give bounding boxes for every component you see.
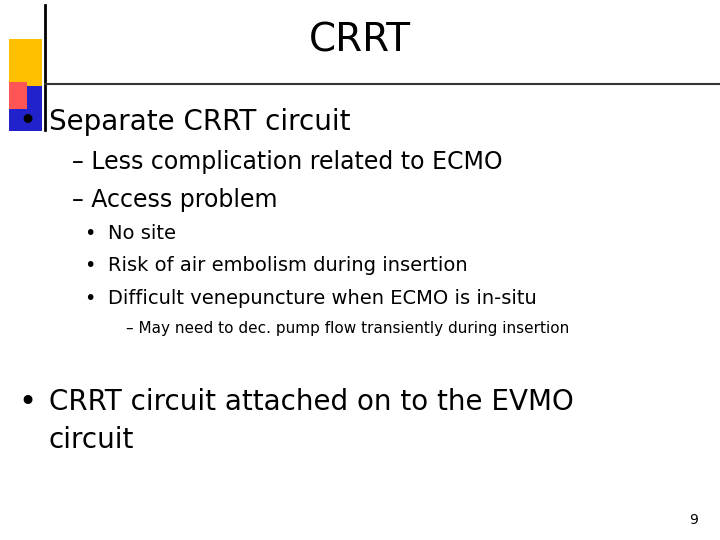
Bar [9,82,27,109]
Text: Separate CRRT circuit: Separate CRRT circuit [49,107,351,136]
Text: – May need to dec. pump flow transiently during insertion: – May need to dec. pump flow transiently… [126,321,570,336]
Text: – Access problem: – Access problem [72,188,277,212]
Text: •: • [84,288,96,308]
Text: CRRT: CRRT [309,22,411,59]
Bar [9,39,42,87]
Text: Risk of air embolism during insertion: Risk of air embolism during insertion [108,256,467,275]
Text: •: • [18,388,37,417]
Text: – Less complication related to ECMO: – Less complication related to ECMO [72,150,503,174]
Bar [9,86,42,131]
Text: 9: 9 [690,512,698,526]
Text: No site: No site [108,224,176,243]
Text: CRRT circuit attached on to the EVMO: CRRT circuit attached on to the EVMO [49,388,574,416]
Text: •: • [84,256,96,275]
Text: •: • [84,224,96,243]
Text: circuit: circuit [49,426,135,454]
Text: •: • [18,107,37,136]
Text: Difficult venepuncture when ECMO is in-situ: Difficult venepuncture when ECMO is in-s… [108,288,536,308]
